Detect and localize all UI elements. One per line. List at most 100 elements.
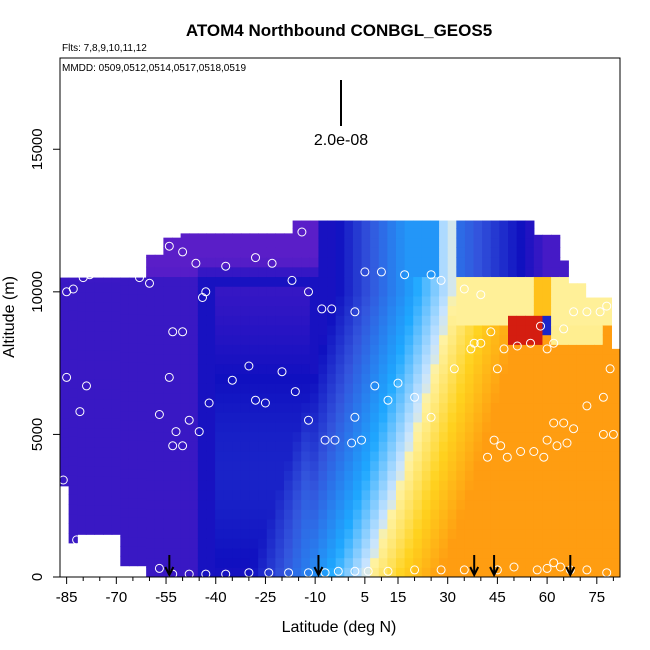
- heat-cell: [370, 324, 380, 336]
- heat-cell: [559, 489, 569, 501]
- heat-cell: [559, 528, 569, 539]
- heat-cell: [516, 441, 526, 452]
- heat-cell: [94, 495, 104, 506]
- heat-cell: [103, 311, 113, 322]
- observation-point: [549, 418, 559, 428]
- heat-cell: [568, 421, 578, 433]
- heat-cell: [464, 266, 475, 278]
- heat-cell: [206, 518, 216, 530]
- heat-cell: [232, 233, 242, 239]
- heat-cell: [456, 489, 466, 501]
- heat-cell: [60, 417, 70, 429]
- heat-cell: [370, 227, 380, 239]
- heat-cell: [232, 489, 242, 501]
- heat-cell: [172, 557, 182, 568]
- heat-cell: [163, 489, 173, 501]
- heat-cell: [301, 431, 311, 442]
- heat-cell: [594, 305, 604, 316]
- heat-cell: [568, 373, 578, 384]
- heat-cell: [77, 330, 87, 341]
- heat-cell: [594, 334, 604, 345]
- heat-cell: [275, 354, 285, 365]
- heat-cell: [396, 392, 406, 404]
- heat-cell: [284, 237, 294, 248]
- heat-cell: [473, 509, 483, 520]
- heat-cell: [77, 282, 87, 293]
- heat-cell: [559, 266, 569, 278]
- heat-cell: [482, 557, 492, 568]
- heat-cell: [464, 412, 475, 423]
- heat-cell: [137, 410, 147, 421]
- heat-cell: [180, 237, 190, 248]
- heat-cell: [189, 392, 199, 404]
- heat-cell: [516, 383, 526, 394]
- observation-point: [327, 304, 337, 314]
- heat-cell: [396, 220, 406, 229]
- heat-cell: [240, 305, 251, 316]
- heat-cell: [378, 295, 388, 307]
- heat-cell: [301, 441, 311, 452]
- heat-cell: [378, 220, 388, 229]
- heat-cell: [77, 485, 87, 497]
- heat-cell: [387, 227, 397, 239]
- heat-cell: [189, 528, 199, 539]
- heat-cell: [275, 489, 285, 501]
- heat-cell: [404, 276, 414, 287]
- observation-point: [449, 364, 459, 374]
- heat-cell: [68, 484, 78, 495]
- heat-cell: [335, 441, 345, 452]
- heat-cell: [327, 220, 337, 229]
- heat-cell: [352, 276, 363, 287]
- heat-cell: [533, 234, 544, 239]
- x-tick-label: 75: [588, 589, 605, 606]
- heat-cell: [585, 412, 595, 423]
- heat-cell: [301, 402, 311, 413]
- heat-cell: [292, 344, 302, 355]
- heat-cell: [456, 276, 466, 287]
- heat-cell: [301, 489, 311, 501]
- heat-cell: [172, 257, 182, 268]
- observation-point: [260, 398, 270, 408]
- heat-cell: [464, 305, 475, 316]
- heat-cell: [611, 392, 620, 404]
- heat-cell: [576, 344, 587, 355]
- heat-cell: [206, 237, 216, 248]
- heat-cell: [456, 441, 466, 452]
- heat-cell: [327, 354, 337, 365]
- heat-cell: [154, 392, 164, 404]
- x-tick-label: -70: [105, 589, 127, 606]
- heat-cell: [421, 286, 432, 297]
- heat-cell: [620, 441, 629, 451]
- heat-cell: [327, 460, 337, 471]
- heat-cell: [327, 257, 337, 268]
- heat-cell: [387, 373, 397, 384]
- observation-point: [549, 338, 559, 348]
- heat-cell: [352, 344, 363, 355]
- heat-cell: [120, 526, 130, 538]
- heat-cell: [275, 344, 285, 355]
- heat-cell: [292, 509, 302, 520]
- heat-cell: [439, 450, 449, 462]
- heat-cell: [223, 266, 233, 278]
- heat-cell: [240, 402, 251, 413]
- heat-cell: [594, 421, 604, 433]
- heat-cell: [525, 470, 535, 481]
- heat-cell: [387, 460, 397, 471]
- heat-cell: [559, 567, 569, 577]
- heat-cell: [292, 392, 302, 404]
- heat-cell: [154, 431, 164, 442]
- heat-cell: [464, 538, 475, 549]
- heat-cell: [327, 489, 337, 501]
- heat-cell: [344, 412, 354, 423]
- heat-cell: [516, 450, 526, 462]
- heat-cell: [499, 315, 509, 326]
- heat-cell: [215, 373, 225, 384]
- heat-cell: [585, 441, 595, 452]
- heat-cell: [146, 470, 156, 481]
- heat-cell: [378, 509, 388, 520]
- heat-cell: [361, 266, 371, 278]
- heat-cell: [223, 363, 233, 374]
- heat-cell: [275, 528, 285, 539]
- heat-cell: [404, 237, 414, 248]
- heat-cell: [516, 538, 526, 549]
